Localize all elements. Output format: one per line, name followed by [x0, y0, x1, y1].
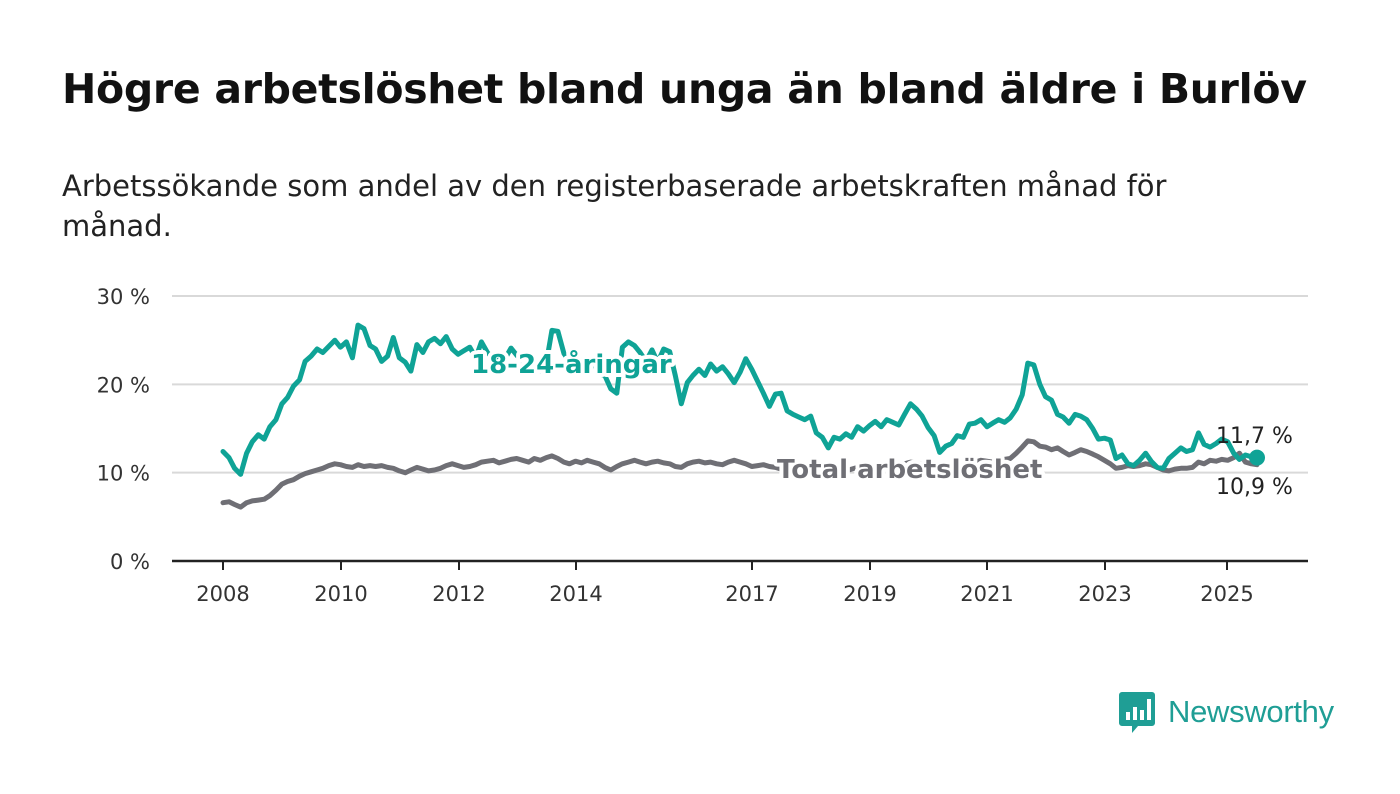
series-line-total	[220, 438, 1260, 510]
x-tick-label: 2023	[1078, 582, 1131, 606]
x-tick-label: 2021	[960, 582, 1013, 606]
series-end-point	[1249, 449, 1265, 466]
axes: 0 % 10 % 20 % 30 % 2008 2010 2012 2014 2017 2019 2…	[97, 285, 1308, 606]
x-tick-label: 2019	[843, 582, 896, 606]
svg-text:Total arbetslöshet: Total arbetslöshet	[777, 455, 1042, 485]
svg-text:18-24-åringar: 18-24-åringar	[471, 348, 672, 380]
chart-title: Högre arbetslöshet bland unga än bland ä…	[62, 65, 1307, 113]
y-tick-label: 30 %	[97, 285, 150, 309]
y-tick-label: 20 %	[97, 373, 150, 397]
brand-name: Newsworthy	[1168, 694, 1334, 729]
x-tick-label: 2025	[1200, 582, 1253, 606]
y-tick-label: 10 %	[97, 462, 150, 486]
chart-subtitle: Arbetssökande som andel av den registerb…	[62, 169, 1167, 243]
end-label-youth: 11,7 %	[1216, 424, 1293, 449]
x-tick-label: 2017	[725, 582, 778, 606]
series-line-youth	[220, 322, 1260, 477]
x-tick-label: 2012	[432, 582, 485, 606]
brand-logo: Newsworthy	[1118, 690, 1334, 734]
grid-lines	[172, 295, 1308, 474]
series-lines	[220, 322, 1265, 510]
x-tick-label: 2010	[314, 582, 367, 606]
y-tick-label: 0 %	[110, 550, 150, 574]
x-tick-label: 2008	[196, 582, 249, 606]
svg-text:18-24-åringar: 18-24-åringar	[471, 348, 672, 380]
svg-text:Total arbetslöshet: Total arbetslöshet	[777, 455, 1042, 485]
x-tick-label: 2014	[549, 582, 602, 606]
end-label-total: 10,9 %	[1216, 475, 1293, 500]
newsworthy-logo-icon	[1119, 692, 1155, 733]
